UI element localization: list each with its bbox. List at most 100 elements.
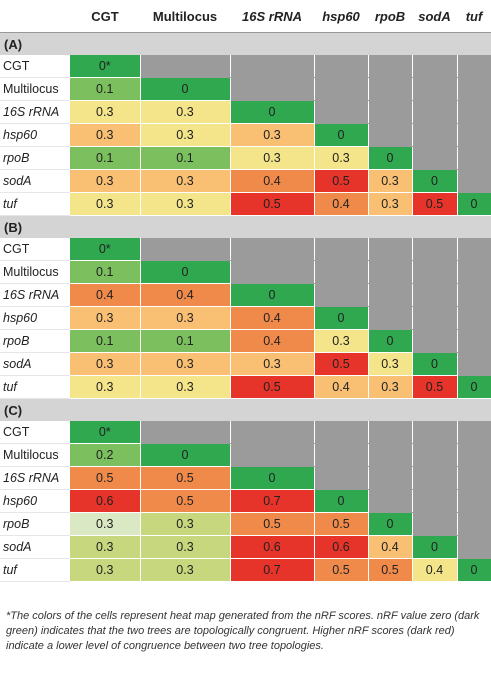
score-cell: 0 <box>457 375 491 399</box>
score-cell: 0.3 <box>140 192 231 216</box>
empty-cell <box>412 443 458 467</box>
score-cell: 0.3 <box>140 558 231 582</box>
score-cell: 0 <box>314 489 369 513</box>
score-cell: 0.3 <box>140 100 231 124</box>
score-cell: 0.4 <box>314 375 369 399</box>
nrf-heatmap-table: CGT Multilocus 16S rRNA hsp60 rpoB sodA tuf (A… <box>0 0 491 582</box>
column-header-rpob: rpoB <box>368 0 412 33</box>
empty-cell <box>368 260 413 284</box>
score-cell: 0.3 <box>140 352 231 376</box>
section-label: (C) <box>0 398 491 421</box>
empty-cell <box>412 77 458 101</box>
section-row-c: (C) <box>0 398 491 421</box>
score-cell: 0.3 <box>368 352 413 376</box>
score-cell: 0* <box>70 238 141 261</box>
empty-cell <box>314 238 369 261</box>
row-label-multilocus: Multilocus <box>0 260 70 284</box>
table-body: (A) CGT 0* Multilocus 0.1 0 16S rRNA 0.3 0.3 0 hsp… <box>0 32 491 582</box>
score-cell: 0.4 <box>230 306 315 330</box>
empty-cell <box>314 100 369 124</box>
score-cell: 0.1 <box>70 260 141 284</box>
table-row: hsp60 0.3 0.3 0.4 0 <box>0 306 491 330</box>
row-label-16s-rrna: 16S rRNA <box>0 100 70 124</box>
empty-cell <box>412 100 458 124</box>
score-cell: 0.5 <box>230 375 315 399</box>
empty-cell <box>314 443 369 467</box>
score-cell: 0.3 <box>368 192 413 216</box>
empty-cell <box>368 489 413 513</box>
empty-cell <box>457 535 491 559</box>
score-cell: 0.1 <box>70 77 141 101</box>
table-row: Multilocus 0.1 0 <box>0 260 491 284</box>
column-header-multilocus: Multilocus <box>140 0 230 33</box>
table-row: rpoB 0.1 0.1 0.4 0.3 0 <box>0 329 491 353</box>
empty-cell <box>457 352 491 376</box>
column-header-hsp60: hsp60 <box>314 0 368 33</box>
row-label-cgt: CGT <box>0 55 70 78</box>
row-label-16s-rrna: 16S rRNA <box>0 283 70 307</box>
empty-cell <box>368 283 413 307</box>
empty-cell <box>457 146 491 170</box>
score-cell: 0.5 <box>412 375 458 399</box>
row-label-16s-rrna: 16S rRNA <box>0 466 70 490</box>
corner-cell <box>0 0 70 33</box>
header-row: CGT Multilocus 16S rRNA hsp60 rpoB sodA tuf <box>0 0 491 33</box>
row-label-rpob: rpoB <box>0 146 70 170</box>
table-row: rpoB 0.3 0.3 0.5 0.5 0 <box>0 512 491 536</box>
row-label-rpob: rpoB <box>0 329 70 353</box>
table-row: rpoB 0.1 0.1 0.3 0.3 0 <box>0 146 491 170</box>
empty-cell <box>412 421 458 444</box>
score-cell: 0.2 <box>70 443 141 467</box>
table-row: tuf 0.3 0.3 0.5 0.4 0.3 0.5 0 <box>0 192 491 216</box>
empty-cell <box>457 443 491 467</box>
table-row: CGT 0* <box>0 421 491 444</box>
score-cell: 0 <box>412 352 458 376</box>
score-cell: 0.3 <box>140 123 231 147</box>
score-cell: 0 <box>314 306 369 330</box>
empty-cell <box>368 55 413 78</box>
table-row: CGT 0* <box>0 238 491 261</box>
score-cell: 0.3 <box>140 306 231 330</box>
score-cell: 0.1 <box>140 146 231 170</box>
score-cell: 0.3 <box>70 306 141 330</box>
empty-cell <box>314 421 369 444</box>
row-label-hsp60: hsp60 <box>0 123 70 147</box>
score-cell: 0 <box>412 169 458 193</box>
score-cell: 0.3 <box>314 329 369 353</box>
section-row-a: (A) <box>0 32 491 55</box>
empty-cell <box>230 55 315 78</box>
row-label-tuf: tuf <box>0 558 70 582</box>
score-cell: 0.4 <box>230 329 315 353</box>
score-cell: 0.5 <box>230 192 315 216</box>
column-header-16s-rrna: 16S rRNA <box>230 0 314 33</box>
row-label-cgt: CGT <box>0 238 70 261</box>
row-label-soda: sodA <box>0 169 70 193</box>
score-cell: 0.3 <box>368 169 413 193</box>
score-cell: 0 <box>368 146 413 170</box>
score-cell: 0.5 <box>314 558 369 582</box>
score-cell: 0.4 <box>230 169 315 193</box>
row-label-soda: sodA <box>0 352 70 376</box>
score-cell: 0.3 <box>70 512 141 536</box>
score-cell: 0.3 <box>140 535 231 559</box>
score-cell: 0.5 <box>314 169 369 193</box>
score-cell: 0.3 <box>70 100 141 124</box>
empty-cell <box>368 466 413 490</box>
score-cell: 0.3 <box>70 192 141 216</box>
score-cell: 0 <box>140 443 231 467</box>
empty-cell <box>412 146 458 170</box>
empty-cell <box>457 169 491 193</box>
empty-cell <box>457 100 491 124</box>
table-row: sodA 0.3 0.3 0.6 0.6 0.4 0 <box>0 535 491 559</box>
empty-cell <box>412 512 458 536</box>
score-cell: 0.3 <box>368 375 413 399</box>
empty-cell <box>140 421 231 444</box>
score-cell: 0.3 <box>70 123 141 147</box>
empty-cell <box>457 489 491 513</box>
score-cell: 0.3 <box>230 146 315 170</box>
score-cell: 0.1 <box>70 329 141 353</box>
score-cell: 0.3 <box>314 146 369 170</box>
row-label-multilocus: Multilocus <box>0 443 70 467</box>
empty-cell <box>230 238 315 261</box>
score-cell: 0.5 <box>140 466 231 490</box>
